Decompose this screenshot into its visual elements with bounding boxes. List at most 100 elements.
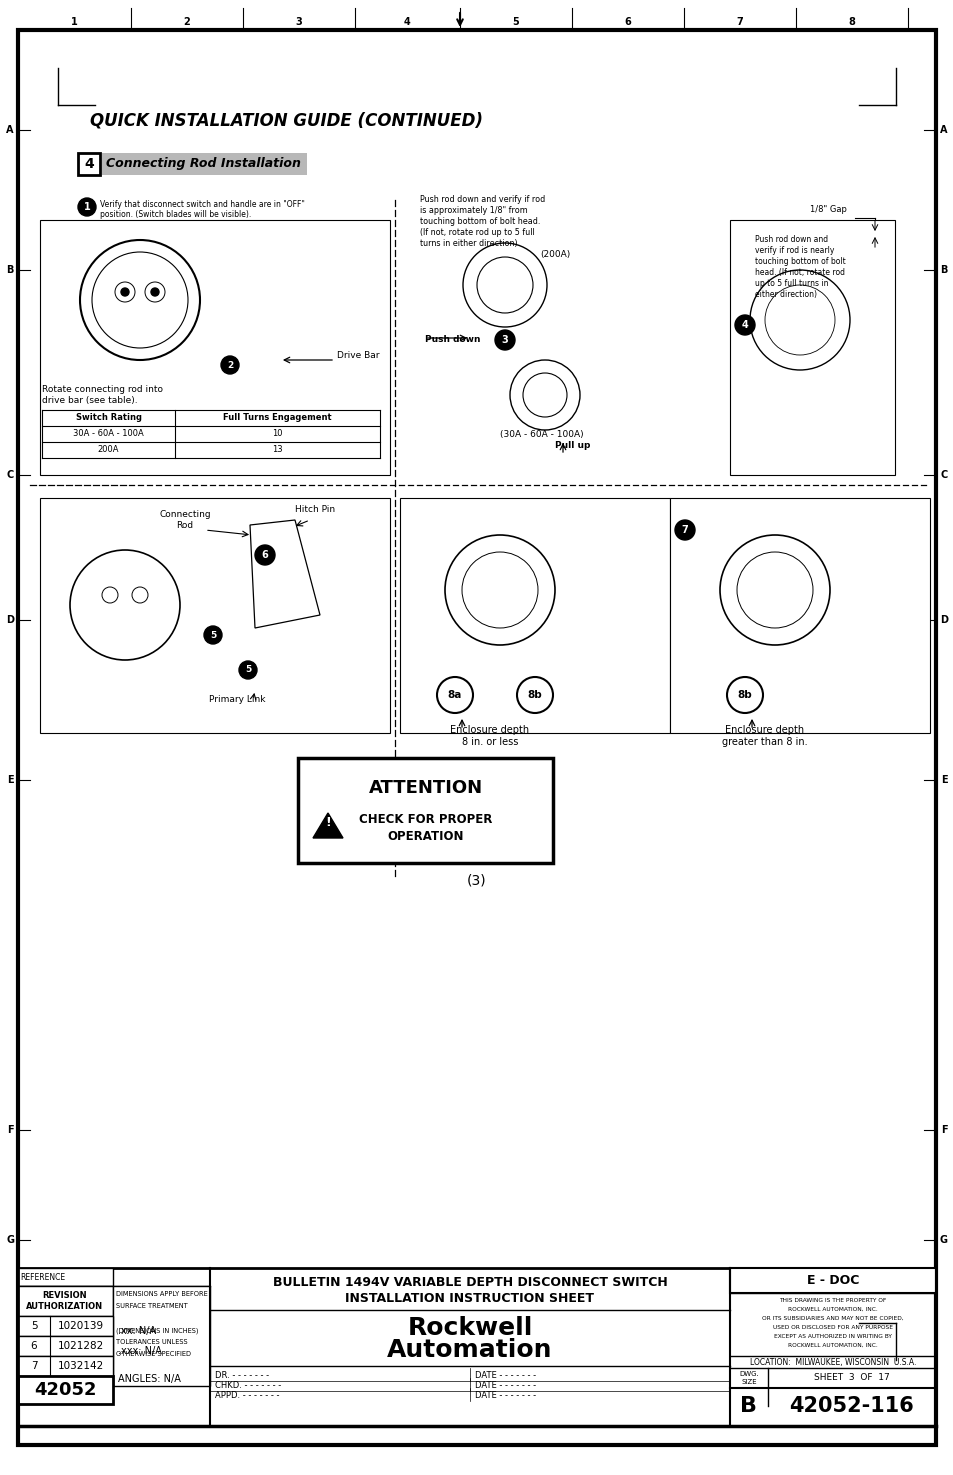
Text: DIMENSIONS APPLY BEFORE: DIMENSIONS APPLY BEFORE [116, 1291, 208, 1297]
Circle shape [254, 544, 274, 565]
Text: 6: 6 [261, 550, 268, 560]
Text: OR ITS SUBSIDIARIES AND MAY NOT BE COPIED,: OR ITS SUBSIDIARIES AND MAY NOT BE COPIE… [761, 1316, 902, 1322]
Bar [297, 758, 553, 863]
Text: E - DOC: E - DOC [806, 1273, 859, 1286]
Circle shape [221, 355, 239, 375]
Text: 3: 3 [295, 18, 302, 27]
Text: Full Turns Engagement: Full Turns Engagement [223, 413, 332, 422]
Text: E: E [940, 774, 946, 785]
Text: INSTALLATION INSTRUCTION SHEET: INSTALLATION INSTRUCTION SHEET [345, 1292, 594, 1304]
Bar [78, 153, 100, 176]
Text: 30A - 60A - 100A: 30A - 60A - 100A [73, 429, 144, 438]
Text: either direction): either direction) [754, 291, 816, 299]
Text: ROCKWELL AUTOMATION, INC.: ROCKWELL AUTOMATION, INC. [787, 1344, 877, 1348]
Bar [40, 220, 390, 475]
Text: EXCEPT AS AUTHORIZED IN WRITING BY: EXCEPT AS AUTHORIZED IN WRITING BY [773, 1333, 891, 1339]
Text: verify if rod is nearly: verify if rod is nearly [754, 246, 834, 255]
Text: 42052-116: 42052-116 [789, 1395, 913, 1416]
Text: Enclosure depth
8 in. or less: Enclosure depth 8 in. or less [450, 726, 529, 748]
Text: Connecting Rod Installation: Connecting Rod Installation [106, 158, 300, 171]
Text: DWG.
SIZE: DWG. SIZE [739, 1372, 758, 1385]
Text: (DIMENSIONS IN INCHES): (DIMENSIONS IN INCHES) [116, 1328, 198, 1333]
Text: 4: 4 [84, 156, 93, 171]
Circle shape [121, 288, 129, 296]
Text: 2: 2 [227, 360, 233, 370]
Text: SHEET  3  OF  17: SHEET 3 OF 17 [813, 1373, 889, 1382]
Circle shape [495, 330, 515, 350]
Text: CHKD. - - - - - - -: CHKD. - - - - - - - [214, 1382, 281, 1391]
Text: C: C [7, 471, 13, 479]
Text: A: A [7, 125, 13, 136]
Text: ROCKWELL AUTOMATION, INC.: ROCKWELL AUTOMATION, INC. [787, 1307, 877, 1311]
Bar [729, 1268, 935, 1294]
Bar [399, 499, 669, 733]
Text: 7: 7 [30, 1361, 37, 1370]
Text: 4: 4 [740, 320, 747, 330]
Text: DATE - - - - - - -: DATE - - - - - - - [475, 1372, 536, 1381]
Text: THIS DRAWING IS THE PROPERTY OF: THIS DRAWING IS THE PROPERTY OF [779, 1298, 885, 1302]
Text: 5: 5 [30, 1322, 37, 1330]
Text: CHECK FOR PROPER
OPERATION: CHECK FOR PROPER OPERATION [358, 813, 492, 844]
Text: 1: 1 [71, 18, 78, 27]
Text: turns in either direction): turns in either direction) [419, 239, 517, 248]
Text: 6: 6 [624, 18, 631, 27]
Text: ATTENTION: ATTENTION [368, 779, 482, 797]
Text: D: D [939, 615, 947, 625]
Text: B: B [940, 266, 946, 274]
Text: 1020139: 1020139 [58, 1322, 104, 1330]
Text: OTHERWISE SPECIFIED: OTHERWISE SPECIFIED [116, 1351, 191, 1357]
Text: Drive Bar: Drive Bar [336, 351, 379, 360]
Text: F: F [7, 1125, 13, 1134]
Text: Connecting
Rod: Connecting Rod [159, 510, 211, 530]
Text: Push down: Push down [424, 335, 480, 345]
Text: DR. - - - - - - -: DR. - - - - - - - [214, 1372, 269, 1381]
Circle shape [78, 198, 96, 215]
Text: 42052: 42052 [33, 1381, 96, 1398]
Text: touching bottom of bolt: touching bottom of bolt [754, 257, 845, 266]
Text: (3): (3) [467, 873, 486, 886]
Bar [18, 1376, 112, 1404]
Text: APPD. - - - - - - -: APPD. - - - - - - - [214, 1391, 279, 1400]
Text: (If not, rotate rod up to 5 full: (If not, rotate rod up to 5 full [419, 229, 535, 237]
Text: B: B [740, 1395, 757, 1416]
Text: D: D [6, 615, 14, 625]
Text: 8b: 8b [527, 690, 542, 701]
Text: B: B [7, 266, 13, 274]
Text: E: E [7, 774, 13, 785]
Text: drive bar (see table).: drive bar (see table). [42, 395, 137, 406]
Bar [112, 1286, 210, 1386]
Bar [18, 1316, 112, 1336]
Text: up to 5 full turns in: up to 5 full turns in [754, 279, 827, 288]
Text: position. (Switch blades will be visible).: position. (Switch blades will be visible… [100, 209, 251, 218]
Text: REFERENCE: REFERENCE [20, 1273, 65, 1282]
Text: 8: 8 [847, 18, 855, 27]
Text: BULLETIN 1494V VARIABLE DEPTH DISCONNECT SWITCH: BULLETIN 1494V VARIABLE DEPTH DISCONNECT… [273, 1276, 667, 1289]
Text: touching bottom of bolt head.: touching bottom of bolt head. [419, 217, 539, 226]
Text: Primary Link: Primary Link [209, 695, 265, 704]
Text: 5: 5 [512, 18, 518, 27]
Bar [18, 1336, 112, 1356]
Text: 7: 7 [680, 525, 688, 535]
Text: A: A [940, 125, 946, 136]
Text: 2: 2 [183, 18, 191, 27]
Text: 5: 5 [210, 630, 216, 640]
Text: 8a: 8a [447, 690, 461, 701]
Circle shape [239, 661, 256, 679]
Text: 1032142: 1032142 [58, 1361, 104, 1370]
Text: 7: 7 [736, 18, 742, 27]
Text: F: F [940, 1125, 946, 1134]
Text: is approximately 1/8" from: is approximately 1/8" from [419, 207, 527, 215]
Text: C: C [940, 471, 946, 479]
Circle shape [204, 625, 222, 645]
Text: .xx: N/A: .xx: N/A [118, 1326, 156, 1336]
Text: 1021282: 1021282 [58, 1341, 104, 1351]
Text: 10: 10 [272, 429, 282, 438]
Circle shape [675, 521, 695, 540]
Text: DATE - - - - - - -: DATE - - - - - - - [475, 1382, 536, 1391]
Text: !: ! [325, 817, 331, 829]
Text: ANGLES: N/A: ANGLES: N/A [118, 1375, 181, 1384]
Bar [18, 1268, 112, 1286]
Text: USED OR DISCLOSED FOR ANY PURPOSE: USED OR DISCLOSED FOR ANY PURPOSE [772, 1325, 892, 1330]
Circle shape [151, 288, 159, 296]
Text: Enclosure depth
greater than 8 in.: Enclosure depth greater than 8 in. [721, 726, 807, 748]
